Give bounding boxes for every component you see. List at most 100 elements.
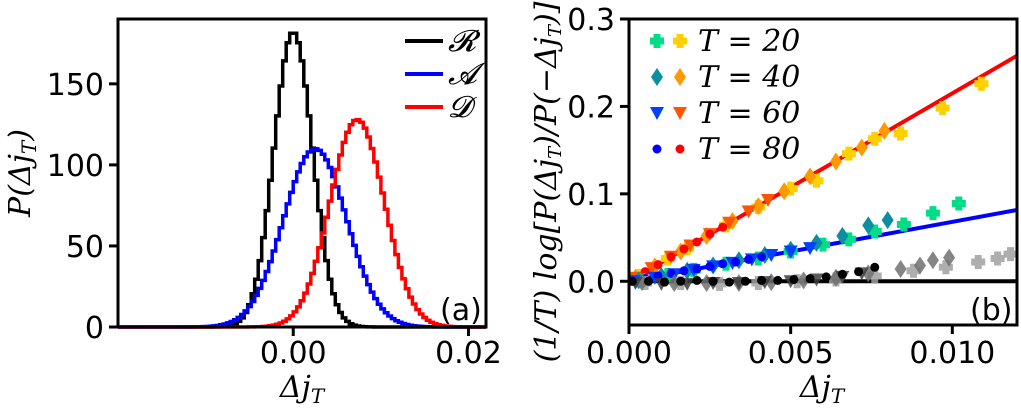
- data-point: [705, 229, 715, 239]
- data-point: [778, 182, 791, 201]
- panel-b-legend-marker: [652, 144, 662, 154]
- data-point: [757, 275, 767, 285]
- data-point: [943, 248, 956, 267]
- data-point: [740, 276, 750, 286]
- data-point: [896, 217, 911, 232]
- data-point: [881, 211, 894, 230]
- histogram-D: [118, 117, 486, 329]
- panel-a-legend: 𝓡𝓐𝓓: [405, 24, 486, 125]
- panel-a-legend-label-D: 𝓓: [448, 90, 477, 125]
- panel-b-legend-label: T = 60: [698, 96, 800, 131]
- data-point: [761, 193, 776, 207]
- data-point: [692, 264, 702, 274]
- data-point: [741, 205, 756, 219]
- panel-b-legend-marker: [650, 107, 664, 120]
- data-point: [974, 76, 989, 91]
- data-point: [926, 251, 939, 270]
- data-point: [821, 272, 831, 282]
- panel-b-legend-marker: [675, 144, 685, 154]
- panel-a-ytick-label: 0: [85, 311, 104, 346]
- panel-b-legend: T = 20T = 40T = 60T = 80: [650, 24, 800, 167]
- panel-b-ticks: 0.000 0.005 0.010 0.0 0.1 0.2 0.3: [567, 3, 995, 371]
- data-point: [789, 275, 799, 285]
- panel-b-ytick-label: 0.3: [567, 3, 615, 38]
- panel-a-frame: [116, 17, 488, 329]
- data-point: [893, 126, 908, 141]
- data-point: [718, 259, 728, 269]
- panel-b-frame: [627, 17, 1019, 327]
- panel-b-points: [629, 76, 1017, 293]
- data-point: [878, 121, 891, 140]
- panel-a-xtick-label: 0.00: [260, 336, 327, 371]
- data-point: [935, 101, 950, 116]
- data-point: [718, 222, 728, 232]
- data-point: [829, 152, 842, 171]
- panel-a-ytick-label: 100: [47, 149, 104, 184]
- data-point: [708, 276, 718, 286]
- data-point: [722, 216, 737, 230]
- data-point: [731, 257, 741, 267]
- data-point: [692, 275, 702, 285]
- panel-b-legend-marker: [650, 34, 664, 48]
- panel-b-ytick-label: 0.0: [567, 265, 615, 300]
- data-point: [660, 277, 670, 287]
- data-point: [855, 138, 868, 157]
- panel-a-ticks: 0.00 0.02 0 50 100 150: [47, 68, 502, 371]
- data-point: [643, 276, 653, 286]
- data-point: [744, 254, 754, 264]
- data-point: [764, 249, 779, 263]
- data-point: [653, 260, 663, 270]
- data-point: [752, 197, 765, 216]
- data-point: [705, 261, 715, 271]
- data-point: [783, 245, 798, 259]
- data-point: [951, 196, 966, 211]
- series-R-T-80: [629, 262, 880, 287]
- data-point: [837, 269, 847, 279]
- data-point: [804, 167, 817, 186]
- panel-b-legend-label: T = 80: [698, 132, 800, 167]
- panel-b-legend-marker: [673, 34, 687, 48]
- panel-b-xtick-label: 0.010: [909, 336, 995, 371]
- panel-b-xtick-label: 0.005: [748, 336, 834, 371]
- data-point: [666, 252, 676, 262]
- data-point: [676, 276, 686, 286]
- data-point: [679, 244, 689, 254]
- panel-a-legend-label-R: 𝓡: [448, 24, 481, 59]
- panel-b-legend-label: T = 20: [698, 24, 800, 59]
- data-point: [803, 242, 818, 256]
- data-point: [629, 276, 637, 286]
- data-point: [867, 131, 882, 146]
- panel-a-legend-label-A: 𝓐: [448, 57, 486, 92]
- data-point: [862, 216, 875, 235]
- panel-a-xlabel: ΔjT: [279, 370, 326, 408]
- data-point: [773, 275, 783, 285]
- panel-b-legend-marker: [674, 68, 686, 86]
- panel-b-xtick-label: 0.000: [586, 336, 672, 371]
- data-point: [692, 237, 702, 247]
- data-point: [724, 277, 734, 287]
- panel-a-ytick-label: 150: [47, 68, 104, 103]
- panel-b-ylabel: (1/T) log[P(ΔjT)/P(−ΔjT)]: [529, 1, 566, 362]
- data-point: [854, 267, 864, 277]
- data-point: [914, 256, 926, 275]
- panel-a-ytick-label: 50: [66, 230, 104, 265]
- data-point: [990, 251, 1005, 266]
- data-point: [836, 226, 849, 245]
- panel-a: 0.00 0.02 0 50 100 150 ΔjT P(ΔjT) 𝓡𝓐𝓓 (a): [3, 17, 502, 408]
- data-point: [971, 255, 986, 270]
- panel-a-ylabel: P(ΔjT): [3, 129, 41, 218]
- panel-b-legend-marker: [673, 107, 687, 120]
- panel-a-xtick-label: 0.02: [435, 336, 502, 371]
- panel-b-ytick-label: 0.1: [567, 178, 615, 213]
- data-point: [679, 266, 689, 276]
- data-point: [1003, 247, 1017, 262]
- data-point: [757, 252, 767, 262]
- data-point: [925, 206, 940, 221]
- data-point: [870, 262, 880, 272]
- panel-a-label: (a): [440, 293, 482, 328]
- panel-b-label: (b): [970, 293, 1012, 328]
- data-point: [805, 274, 815, 284]
- histogram-R: [118, 31, 486, 329]
- panel-a-series: [118, 31, 486, 329]
